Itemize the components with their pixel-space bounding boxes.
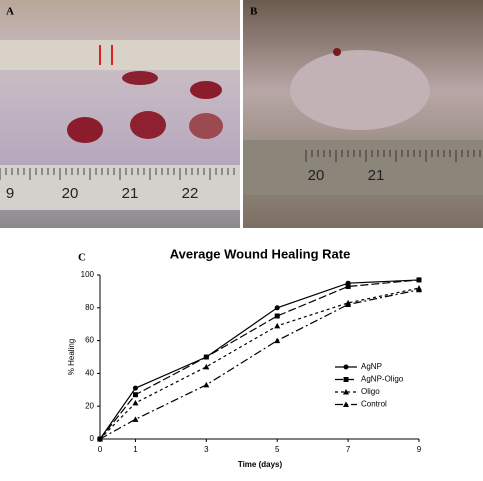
ruler-label: 22 xyxy=(182,185,199,202)
y-tick-label: 0 xyxy=(90,434,95,443)
x-axis-label: Time (days) xyxy=(238,460,283,469)
marker xyxy=(274,322,281,329)
ruler-label: 20 xyxy=(308,167,325,184)
x-tick-label: 9 xyxy=(417,445,422,454)
marker xyxy=(132,399,139,406)
ruler-label: 21 xyxy=(368,167,385,184)
panel-label: B xyxy=(250,6,258,18)
marker xyxy=(343,377,349,382)
legend-label: AgNP xyxy=(361,362,382,371)
y-tick-label: 80 xyxy=(85,303,94,312)
x-tick-label: 0 xyxy=(98,445,103,454)
y-tick-label: 60 xyxy=(85,336,94,345)
marker xyxy=(274,313,280,319)
panel-label: C xyxy=(78,252,86,264)
marker xyxy=(203,363,210,370)
x-tick-label: 5 xyxy=(275,445,280,454)
legend-label: Control xyxy=(361,400,387,409)
series-line xyxy=(99,279,420,440)
x-tick-label: 7 xyxy=(346,445,351,454)
y-tick-label: 100 xyxy=(81,270,95,279)
marker xyxy=(97,436,103,442)
marker xyxy=(274,337,281,344)
y-axis-label: % Healing xyxy=(67,339,76,375)
legend-label: AgNP-Oligo xyxy=(361,375,404,384)
y-tick-label: 40 xyxy=(85,369,94,378)
ruler-label: 20 xyxy=(62,185,79,202)
photo-b xyxy=(243,0,483,228)
marker xyxy=(132,385,138,391)
panel-label: A xyxy=(6,6,14,18)
marker xyxy=(416,286,422,293)
legend-label: Oligo xyxy=(361,387,380,396)
marker xyxy=(345,283,351,289)
marker xyxy=(274,305,280,311)
marker xyxy=(343,389,349,395)
y-tick-label: 20 xyxy=(85,401,94,410)
x-tick-label: 3 xyxy=(204,445,209,454)
x-tick-label: 1 xyxy=(133,445,138,454)
marker xyxy=(132,416,139,422)
marker xyxy=(345,301,352,308)
chart-title: Average Wound Healing Rate xyxy=(170,246,351,261)
ruler-label: 21 xyxy=(122,185,139,202)
marker xyxy=(343,364,349,370)
marker xyxy=(416,277,422,283)
ruler-label: 9 xyxy=(6,185,14,202)
series-line xyxy=(99,279,420,440)
photo-a xyxy=(0,0,240,228)
series-line xyxy=(99,289,420,440)
marker xyxy=(203,354,209,360)
series-line xyxy=(99,287,420,440)
marker xyxy=(132,392,138,398)
marker xyxy=(343,401,349,407)
marker xyxy=(203,381,210,388)
